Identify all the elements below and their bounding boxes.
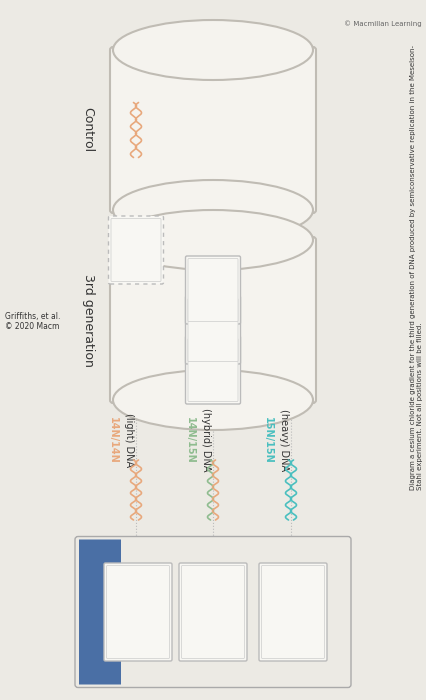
FancyBboxPatch shape [110, 237, 316, 403]
Text: 15N/15N: 15N/15N [263, 416, 273, 463]
FancyBboxPatch shape [109, 216, 164, 284]
Text: © Macmillan Learning: © Macmillan Learning [344, 20, 422, 27]
FancyBboxPatch shape [262, 566, 325, 659]
FancyBboxPatch shape [188, 258, 238, 321]
Text: (hybrid) DNA: (hybrid) DNA [201, 408, 211, 472]
Text: (heavy) DNA: (heavy) DNA [279, 409, 289, 471]
Ellipse shape [113, 210, 313, 270]
Text: Answer Bank: Answer Bank [95, 576, 105, 648]
FancyBboxPatch shape [188, 339, 238, 402]
Text: Diagram a cesium chloride gradient for the third generation of DNA produced by s: Diagram a cesium chloride gradient for t… [410, 45, 423, 490]
Ellipse shape [113, 180, 313, 240]
FancyBboxPatch shape [259, 563, 327, 661]
FancyBboxPatch shape [185, 256, 241, 324]
Text: Griffiths, et al.
© 2020 Macm: Griffiths, et al. © 2020 Macm [5, 312, 60, 331]
FancyBboxPatch shape [181, 566, 245, 659]
FancyBboxPatch shape [75, 536, 351, 687]
Text: 3rd generation: 3rd generation [81, 274, 95, 366]
FancyBboxPatch shape [185, 336, 241, 404]
Text: 14N/14N: 14N/14N [108, 416, 118, 463]
FancyBboxPatch shape [106, 566, 170, 659]
FancyBboxPatch shape [104, 563, 172, 661]
FancyBboxPatch shape [111, 218, 161, 281]
Ellipse shape [113, 20, 313, 80]
FancyBboxPatch shape [79, 540, 121, 685]
Text: 14N/15N: 14N/15N [185, 416, 195, 463]
Text: (light) DNA: (light) DNA [124, 413, 134, 467]
FancyBboxPatch shape [188, 298, 238, 361]
FancyBboxPatch shape [185, 296, 241, 364]
Ellipse shape [113, 370, 313, 430]
Text: Control: Control [81, 107, 95, 153]
FancyBboxPatch shape [179, 563, 247, 661]
FancyBboxPatch shape [110, 47, 316, 213]
